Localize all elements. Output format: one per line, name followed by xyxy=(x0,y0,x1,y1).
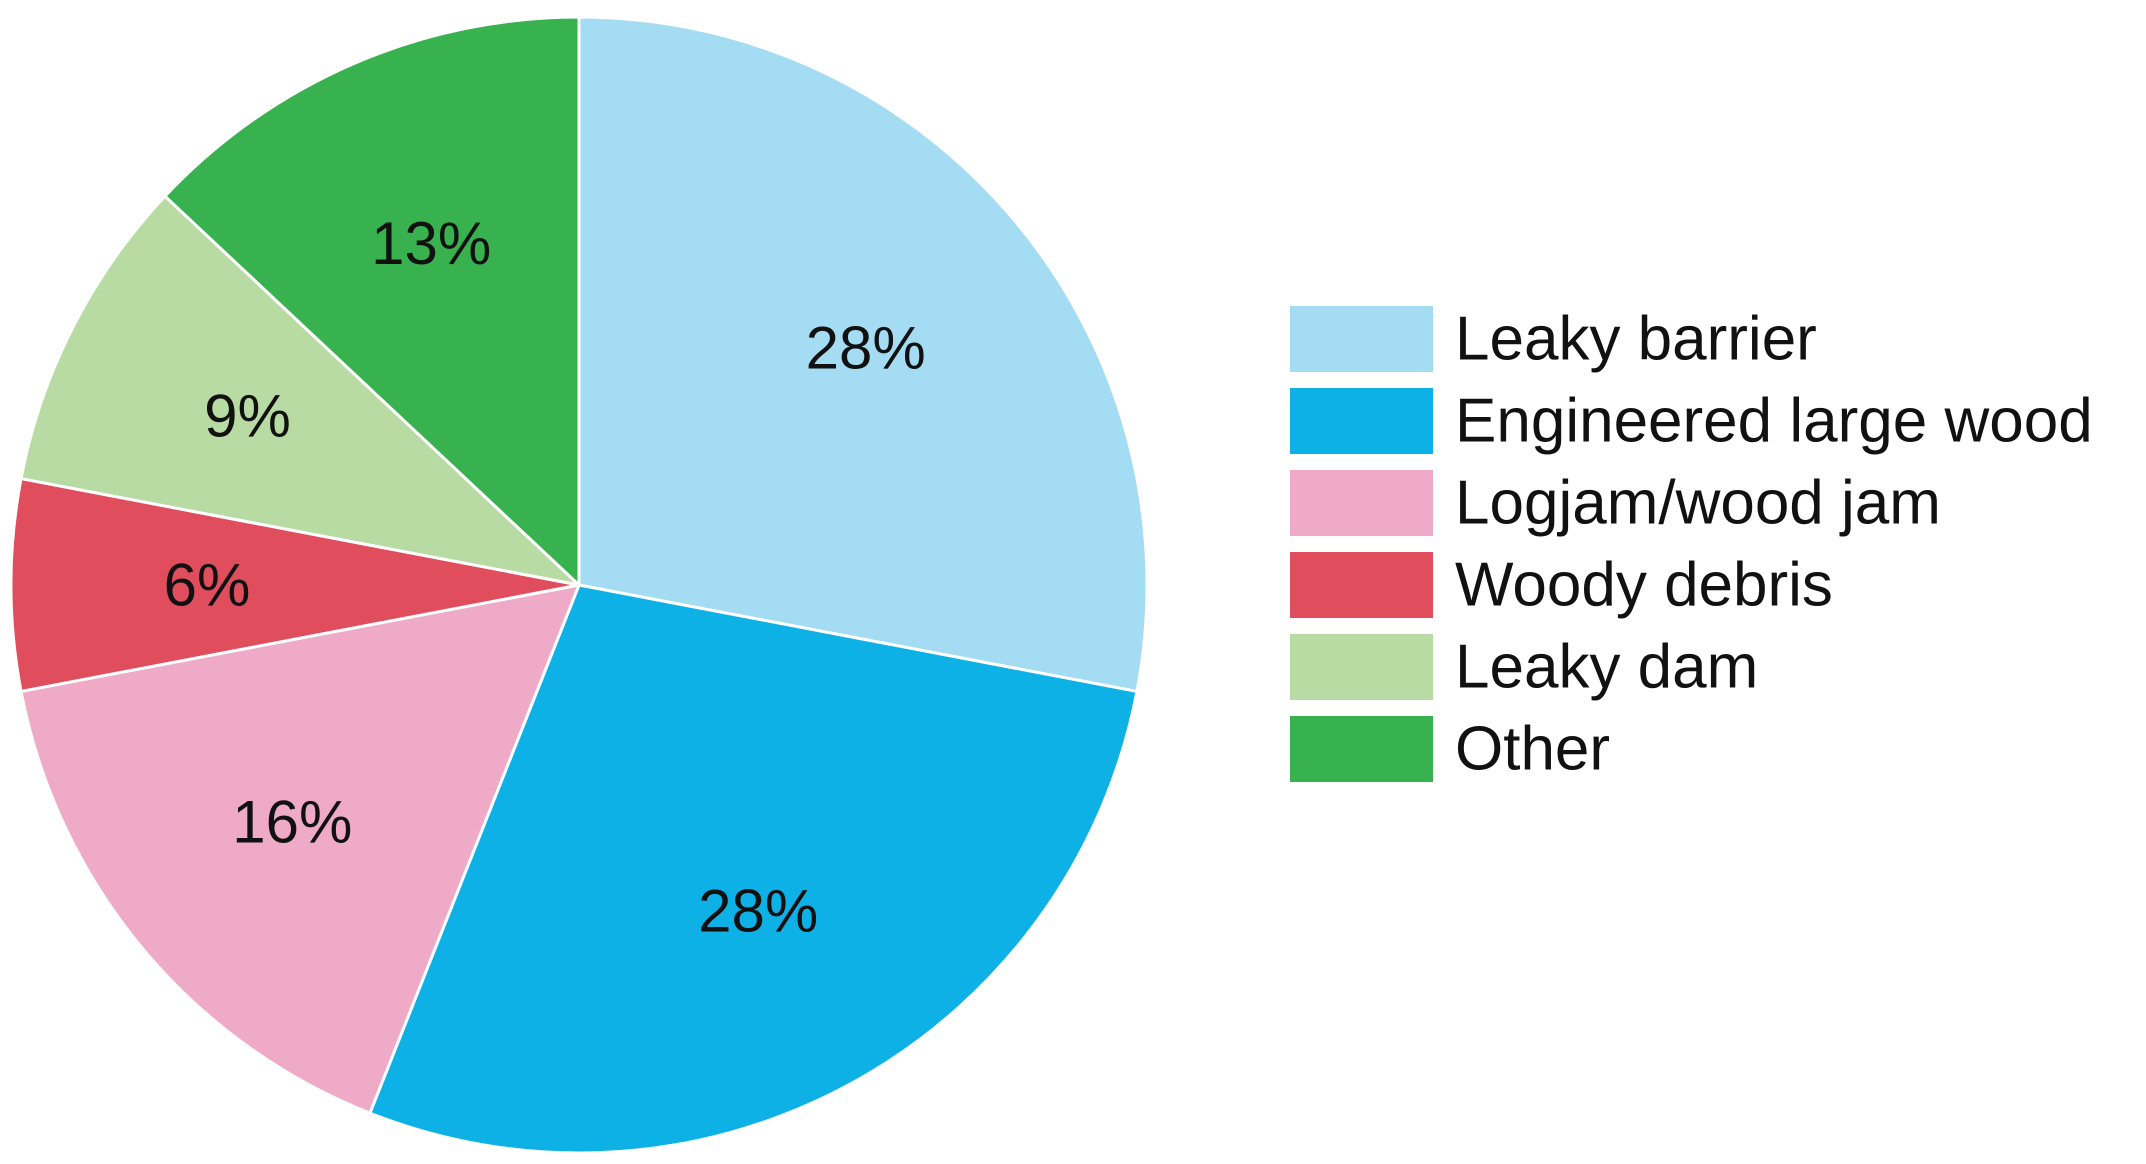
pie-slices xyxy=(9,15,1149,1155)
pie-slice-leaky-dam xyxy=(19,194,581,587)
legend-swatch-other xyxy=(1290,716,1433,782)
legend-label-other: Other xyxy=(1455,715,1610,784)
legend-swatch-logjam-wood-jam xyxy=(1290,470,1433,536)
pie-label-woody-debris: 6% xyxy=(164,552,251,619)
legend-swatch-leaky-barrier xyxy=(1290,306,1433,372)
legend-label-woody-debris: Woody debris xyxy=(1455,551,1833,620)
pie-label-leaky-dam: 9% xyxy=(204,383,291,450)
pie-slice-other xyxy=(163,15,581,587)
pie-label-logjam-wood-jam: 16% xyxy=(232,789,352,856)
pie-slice-labels: 28% 28% 16% 6% 9% 13% xyxy=(164,210,926,944)
pie-slice-engineered-large-wood xyxy=(368,583,1139,1155)
pie-slice-logjam-wood-jam xyxy=(19,583,581,1115)
legend-label-leaky-dam: Leaky dam xyxy=(1455,633,1758,702)
pie-label-other: 13% xyxy=(371,210,491,277)
legend-label-leaky-barrier: Leaky barrier xyxy=(1455,305,1817,374)
legend: Leaky barrier Engineered large wood Logjam… xyxy=(1290,305,2093,784)
legend-swatch-leaky-dam xyxy=(1290,634,1433,700)
legend-swatch-engineered-large-wood xyxy=(1290,388,1433,454)
pie-label-leaky-barrier: 28% xyxy=(806,314,926,381)
legend-swatch-woody-debris xyxy=(1290,552,1433,618)
pie-slice-woody-debris xyxy=(9,477,581,693)
pie-slice-leaky-barrier xyxy=(577,15,1149,693)
legend-label-logjam-wood-jam: Logjam/wood jam xyxy=(1455,469,1941,538)
pie-label-engineered-large-wood: 28% xyxy=(698,878,818,945)
legend-label-engineered-large-wood: Engineered large wood xyxy=(1455,387,2093,456)
